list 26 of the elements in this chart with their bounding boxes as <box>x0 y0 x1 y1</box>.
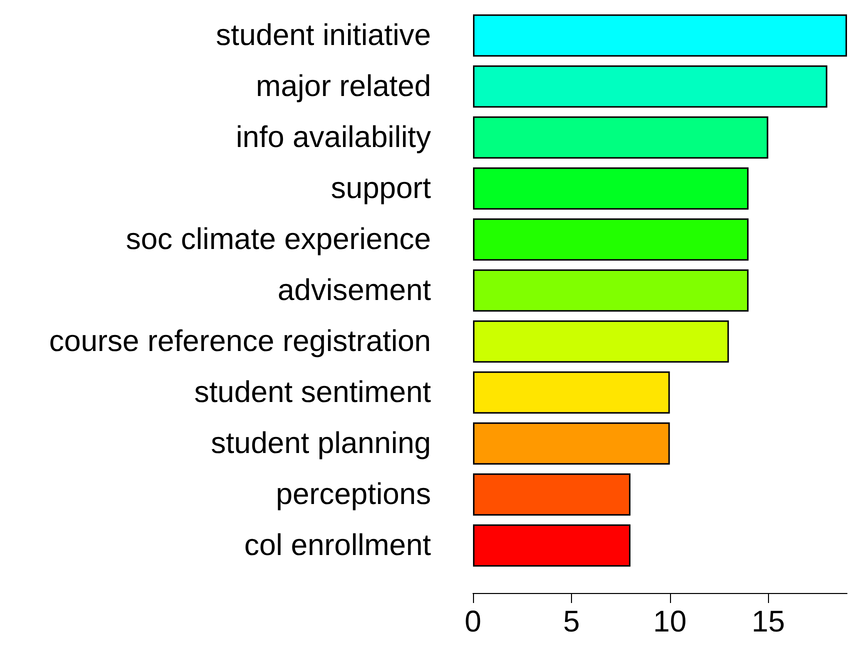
y-tick-label: support <box>330 172 432 205</box>
y-tick-label: info availability <box>236 121 431 154</box>
x-tick-label: 15 <box>752 606 785 638</box>
bar <box>473 65 828 108</box>
x-tick-label: 0 <box>464 606 482 638</box>
y-tick-label: major related <box>256 70 431 103</box>
y-tick-label: course reference registration <box>49 325 431 358</box>
x-tick-label: 10 <box>653 606 687 638</box>
bar <box>473 422 670 465</box>
y-tick-label: advisement <box>278 274 432 307</box>
bar <box>473 473 630 516</box>
y-tick-label: col enrollment <box>244 529 432 562</box>
bar <box>473 524 630 567</box>
bar <box>473 167 749 210</box>
x-tick-label: 5 <box>563 606 580 638</box>
bar <box>473 116 768 159</box>
bar <box>473 218 749 261</box>
bar <box>473 14 847 57</box>
y-tick-label: perceptions <box>276 478 431 511</box>
y-tick-label: student sentiment <box>194 376 432 409</box>
bar <box>473 371 670 414</box>
y-tick-label: soc climate experience <box>126 223 431 256</box>
y-tick-label: student planning <box>210 427 431 460</box>
bar <box>473 269 749 312</box>
bar <box>473 320 729 363</box>
y-tick-label: student initiative <box>216 19 431 52</box>
